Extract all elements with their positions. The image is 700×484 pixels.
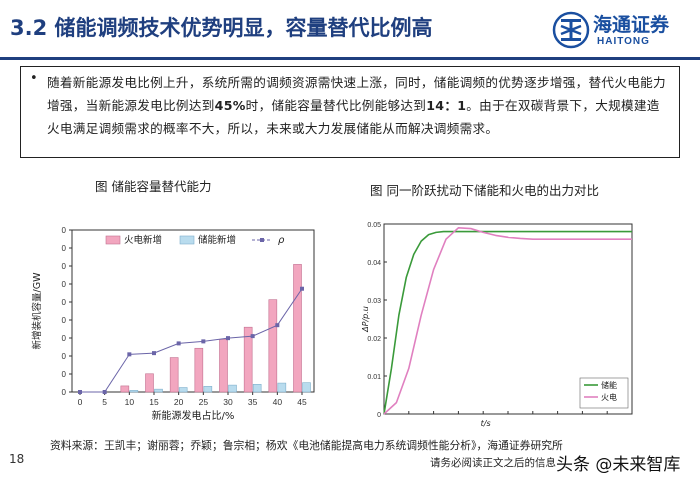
rho-point xyxy=(152,351,156,356)
plot-frame xyxy=(71,229,315,393)
figure1-caption: 图 储能容量替代能力 xyxy=(95,179,212,194)
rho-point xyxy=(102,390,107,394)
rho-line xyxy=(80,288,303,393)
bar-thermal xyxy=(194,347,204,393)
bar-thermal xyxy=(293,264,302,393)
x-tick-label: 45 xyxy=(297,397,307,407)
summary-box: • 随着新能源发电比例上升，系统所需的调频资源需快速上涨，同时，储能调频的优势逐… xyxy=(20,66,680,158)
bar-thermal xyxy=(120,385,130,393)
capacity-replacement-chart: 0 0 0 0 0 0 0 0 0 0 0 5 10 15 20 25 30 35 40 45 火电新增 储能新增 ρ 新能源… xyxy=(31,226,315,422)
bar-thermal xyxy=(169,357,179,393)
rho-point xyxy=(127,352,132,357)
page-number: 18 xyxy=(9,452,25,466)
x-tick-label: 10 xyxy=(125,397,135,407)
y-tick-label: 0.04 xyxy=(367,260,381,267)
legend-label-storage: 储能新增 xyxy=(198,234,236,246)
legend-swatch-storage xyxy=(179,235,195,245)
haitong-logo: 海通证券 HAITONG xyxy=(551,8,691,52)
rho-point xyxy=(300,286,304,291)
summary-part2: 时，储能容量替代比例能够达到 xyxy=(245,98,427,113)
bar-thermal xyxy=(243,326,253,393)
y-tick-label: 0.05 xyxy=(367,222,381,229)
source-note: 资料来源：王凯丰；谢丽蓉；乔颖；鲁宗相；杨欢《电池储能提高电力系统调频性能分析》… xyxy=(50,439,563,452)
x-tick-label: 0 xyxy=(78,397,83,407)
rho-point xyxy=(226,336,230,341)
logo-chinese-name: 海通证券 xyxy=(593,14,670,36)
bar-storage xyxy=(154,388,163,393)
logo-english-name: HAITONG xyxy=(597,36,650,47)
x-tick-label: 30 xyxy=(223,397,233,407)
bar-storage xyxy=(228,384,237,393)
legend-swatch-thermal xyxy=(105,235,121,245)
header-divider xyxy=(0,57,700,60)
y-tick-label: 0 xyxy=(62,298,67,307)
x-tick-label: 25 xyxy=(199,397,209,407)
summary-part3: 。由于在双碳背景下，大规模建造火电满足调频需求的概率不大，所以，未来或大力发展储… xyxy=(47,98,660,136)
x-tick-label: 5 xyxy=(102,397,107,407)
x-tick-label: 35 xyxy=(248,397,258,407)
page-title: 3.2 储能调频技术优势明显，容量替代比例高 xyxy=(10,16,433,40)
rho-point xyxy=(78,390,82,394)
y-tick-label: 0 xyxy=(62,370,67,379)
thermal-response-line xyxy=(383,227,632,415)
legend-label-thermal: 火电 xyxy=(601,392,617,402)
bar-storage xyxy=(129,390,139,393)
legend-box xyxy=(579,377,629,409)
summary-pct: 45% xyxy=(214,98,246,113)
watermark: 头条 @未来智库 xyxy=(556,455,681,475)
y-tick-label: 0.02 xyxy=(367,336,381,343)
y-tick-label: 0 xyxy=(62,226,67,235)
bar-storage xyxy=(203,386,213,393)
x-axis-label: t/s xyxy=(481,419,491,428)
y-tick-label: 0 xyxy=(62,352,67,361)
haitong-emblem-icon xyxy=(552,11,590,49)
legend-label-rho: ρ xyxy=(278,235,285,246)
y-tick-label: 0 xyxy=(62,244,67,253)
bar-storage xyxy=(178,387,188,393)
disclaimer: 请务必阅读正文之后的信息 xyxy=(430,457,556,469)
y-tick-label: 0 xyxy=(62,280,67,289)
bar-thermal xyxy=(145,373,154,393)
rho-point xyxy=(201,339,206,344)
storage-response-line xyxy=(383,230,632,415)
x-axis-label: 新能源发电占比/% xyxy=(152,409,235,422)
legend-marker-rho xyxy=(260,238,264,242)
summary-ratio: 14：1 xyxy=(426,98,467,113)
bar-storage xyxy=(277,382,287,393)
y-tick-label: 0 xyxy=(62,334,67,343)
summary-part1: 随着新能源发电比例上升，系统所需的调频资源需快速上涨，同时，储能调频的优势逐步增… xyxy=(47,75,666,113)
y-axis-label: 新增装机容量/GW xyxy=(31,272,43,350)
y-tick-label: 0.03 xyxy=(367,298,381,305)
rho-point xyxy=(250,334,255,339)
bullet-icon: • xyxy=(30,71,38,86)
bar-thermal xyxy=(268,299,278,393)
x-tick-label: 20 xyxy=(174,397,184,407)
y-tick-label: 0 xyxy=(377,412,381,419)
rho-point xyxy=(176,341,181,346)
bar-thermal xyxy=(219,339,228,393)
y-axis-label: ΔP/p.u xyxy=(361,306,370,333)
bar-storage xyxy=(252,384,262,393)
y-tick-label: 0 xyxy=(62,388,67,397)
x-tick-label: 40 xyxy=(273,397,283,407)
bar-storage xyxy=(302,382,311,393)
rho-point xyxy=(275,323,280,328)
legend-label-storage: 储能 xyxy=(601,380,617,390)
y-tick-label: 0 xyxy=(62,316,67,325)
summary-text: 随着新能源发电比例上升，系统所需的调频资源需快速上涨，同时，储能调频的优势逐步增… xyxy=(47,71,669,140)
x-tick-label: 15 xyxy=(149,397,159,407)
y-tick-label: 0 xyxy=(62,262,67,271)
legend-label-thermal: 火电新增 xyxy=(124,234,162,246)
y-tick-label: 0.01 xyxy=(367,374,381,381)
figure2-caption: 图 同一阶跃扰动下储能和火电的出力对比 xyxy=(370,183,599,198)
